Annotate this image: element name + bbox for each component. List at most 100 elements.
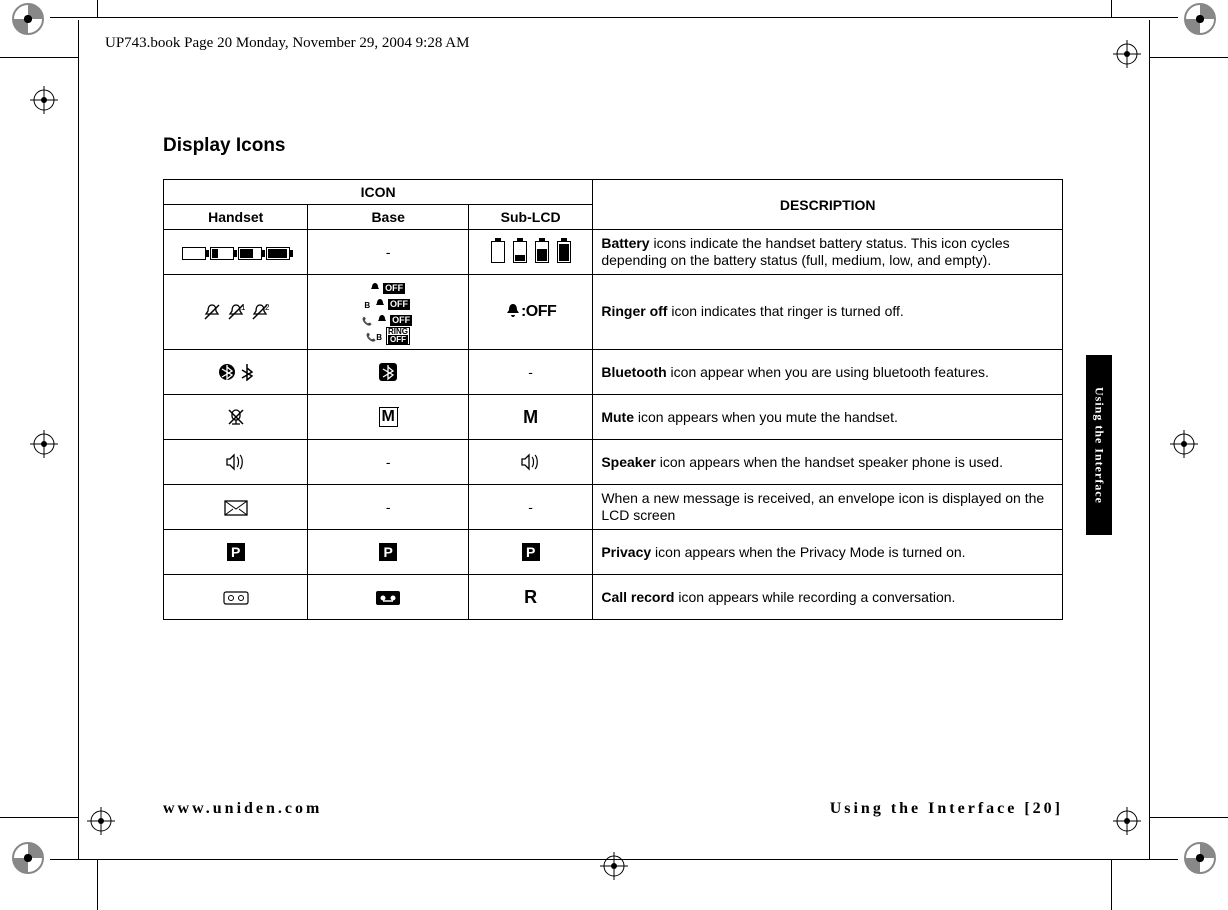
description-cell: Ringer off icon indicates that ringer is…: [593, 275, 1063, 350]
base-icon-cell: P: [308, 530, 468, 575]
svg-text:2: 2: [265, 303, 270, 312]
handset-icon-cell: [164, 440, 308, 485]
footer-url: www.uniden.com: [163, 800, 322, 818]
battery-empty-icon: [491, 241, 505, 263]
base-icon-cell: [308, 350, 468, 395]
section-title: Display Icons: [163, 135, 1063, 157]
table-row: - Bluetooth icon appear when you are usin…: [164, 350, 1063, 395]
bell-off-text-icon: :OFF: [505, 303, 556, 319]
description-cell: Call record icon appears while recording…: [593, 575, 1063, 620]
bell-off-icon: 2: [250, 302, 270, 322]
bluetooth-icon: [218, 363, 236, 381]
ring-off-icon: RINGOFF: [386, 327, 410, 345]
description-cell: When a new message is received, an envel…: [593, 485, 1063, 530]
base-icon-cell: M: [308, 395, 468, 440]
description-cell: Bluetooth icon appear when you are using…: [593, 350, 1063, 395]
subheader-base: Base: [308, 205, 468, 230]
sublcd-icon-cell: [468, 230, 592, 275]
handset-icon-cell: [164, 485, 308, 530]
register-mark-icon: [30, 430, 58, 458]
mute-icon: [226, 407, 246, 427]
bell-off-icon: 1: [226, 302, 246, 322]
battery-full-icon: [557, 241, 571, 263]
table-row: - Battery icons indicate the handset batt…: [164, 230, 1063, 275]
envelope-icon: [224, 500, 248, 516]
table-row: - - When a new message is received, an env…: [164, 485, 1063, 530]
crop-line: [50, 17, 1178, 18]
base-icon-cell: -: [308, 485, 468, 530]
crop-line: [1150, 57, 1228, 58]
description-cell: Battery icons indicate the handset batte…: [593, 230, 1063, 275]
crop-line: [0, 817, 78, 818]
mute-m-box-icon: M: [379, 407, 398, 427]
description-cell: Privacy icon appears when the Privacy Mo…: [593, 530, 1063, 575]
handset-icon-cell: [164, 350, 308, 395]
header-description: DESCRIPTION: [593, 180, 1063, 230]
register-mark-icon: [87, 807, 115, 835]
dash-icon: -: [386, 244, 391, 260]
side-tab: Using the Interface: [1086, 355, 1112, 535]
dash-icon: -: [528, 364, 533, 380]
base-icon-cell: -: [308, 440, 468, 485]
crop-line: [78, 20, 79, 860]
crop-line: [1149, 20, 1150, 860]
crop-line: [97, 0, 98, 17]
table-row: M M Mute icon appears when you mute the ha…: [164, 395, 1063, 440]
page-header: UP743.book Page 20 Monday, November 29, …: [105, 35, 469, 52]
tape-icon: [223, 591, 249, 605]
bluetooth-icon: [240, 363, 254, 381]
sublcd-icon-cell: :OFF: [468, 275, 592, 350]
privacy-p-icon: P: [379, 543, 397, 561]
base-icon-cell: OFFB OFF📞 OFF📞B RINGOFF: [308, 275, 468, 350]
mute-m-icon: M: [523, 407, 538, 427]
battery-empty-icon: [182, 247, 206, 260]
page-footer: www.uniden.com Using the Interface [20]: [163, 800, 1063, 818]
sublcd-icon-cell: R: [468, 575, 592, 620]
dash-icon: -: [386, 454, 391, 470]
register-mark-icon: [1170, 430, 1198, 458]
svg-text:1: 1: [241, 303, 246, 312]
register-mark-icon: [1113, 40, 1141, 68]
page-content: Display Icons ICON DESCRIPTION Handset B…: [163, 135, 1063, 620]
dash-icon: -: [528, 499, 533, 515]
base-icon-cell: -: [308, 230, 468, 275]
sublcd-icon-cell: P: [468, 530, 592, 575]
bluetooth-box-icon: [378, 362, 398, 382]
crop-mark-icon: [1184, 842, 1216, 874]
speaker-icon: [520, 453, 542, 471]
crop-mark-icon: [12, 842, 44, 874]
handset-icon-cell: 1 2: [164, 275, 308, 350]
crop-line: [1150, 817, 1228, 818]
register-mark-icon: [600, 852, 628, 880]
privacy-p-icon: P: [227, 543, 245, 561]
sublcd-icon-cell: M: [468, 395, 592, 440]
display-icons-table: ICON DESCRIPTION Handset Base Sub-LCD -B…: [163, 179, 1063, 620]
bell-off-icon: [202, 302, 222, 322]
handset-icon-cell: P: [164, 530, 308, 575]
table-row: 1 2OFFB OFF📞 OFF📞B RINGOFF:OFFRinger off…: [164, 275, 1063, 350]
crop-line: [0, 57, 78, 58]
sublcd-icon-cell: -: [468, 485, 592, 530]
handset-icon-cell: [164, 395, 308, 440]
handset-icon-cell: [164, 230, 308, 275]
crop-line: [97, 860, 98, 910]
privacy-p-icon: P: [522, 543, 540, 561]
battery-full-icon: [266, 247, 290, 260]
dash-icon: -: [386, 499, 391, 515]
table-row: P P P Privacy icon appears when the Privacy…: [164, 530, 1063, 575]
crop-mark-icon: [12, 3, 44, 35]
header-icon: ICON: [164, 180, 593, 205]
table-row: - Speaker icon appears when the handset s…: [164, 440, 1063, 485]
battery-medium-icon: [238, 247, 262, 260]
sublcd-icon-cell: -: [468, 350, 592, 395]
register-mark-icon: [1113, 807, 1141, 835]
description-cell: Speaker icon appears when the handset sp…: [593, 440, 1063, 485]
handset-icon-cell: [164, 575, 308, 620]
battery-low-icon: [513, 241, 527, 263]
crop-mark-icon: [1184, 3, 1216, 35]
subheader-sublcd: Sub-LCD: [468, 205, 592, 230]
battery-medium-icon: [535, 241, 549, 263]
description-cell: Mute icon appears when you mute the hand…: [593, 395, 1063, 440]
crop-line: [1111, 0, 1112, 17]
battery-low-icon: [210, 247, 234, 260]
